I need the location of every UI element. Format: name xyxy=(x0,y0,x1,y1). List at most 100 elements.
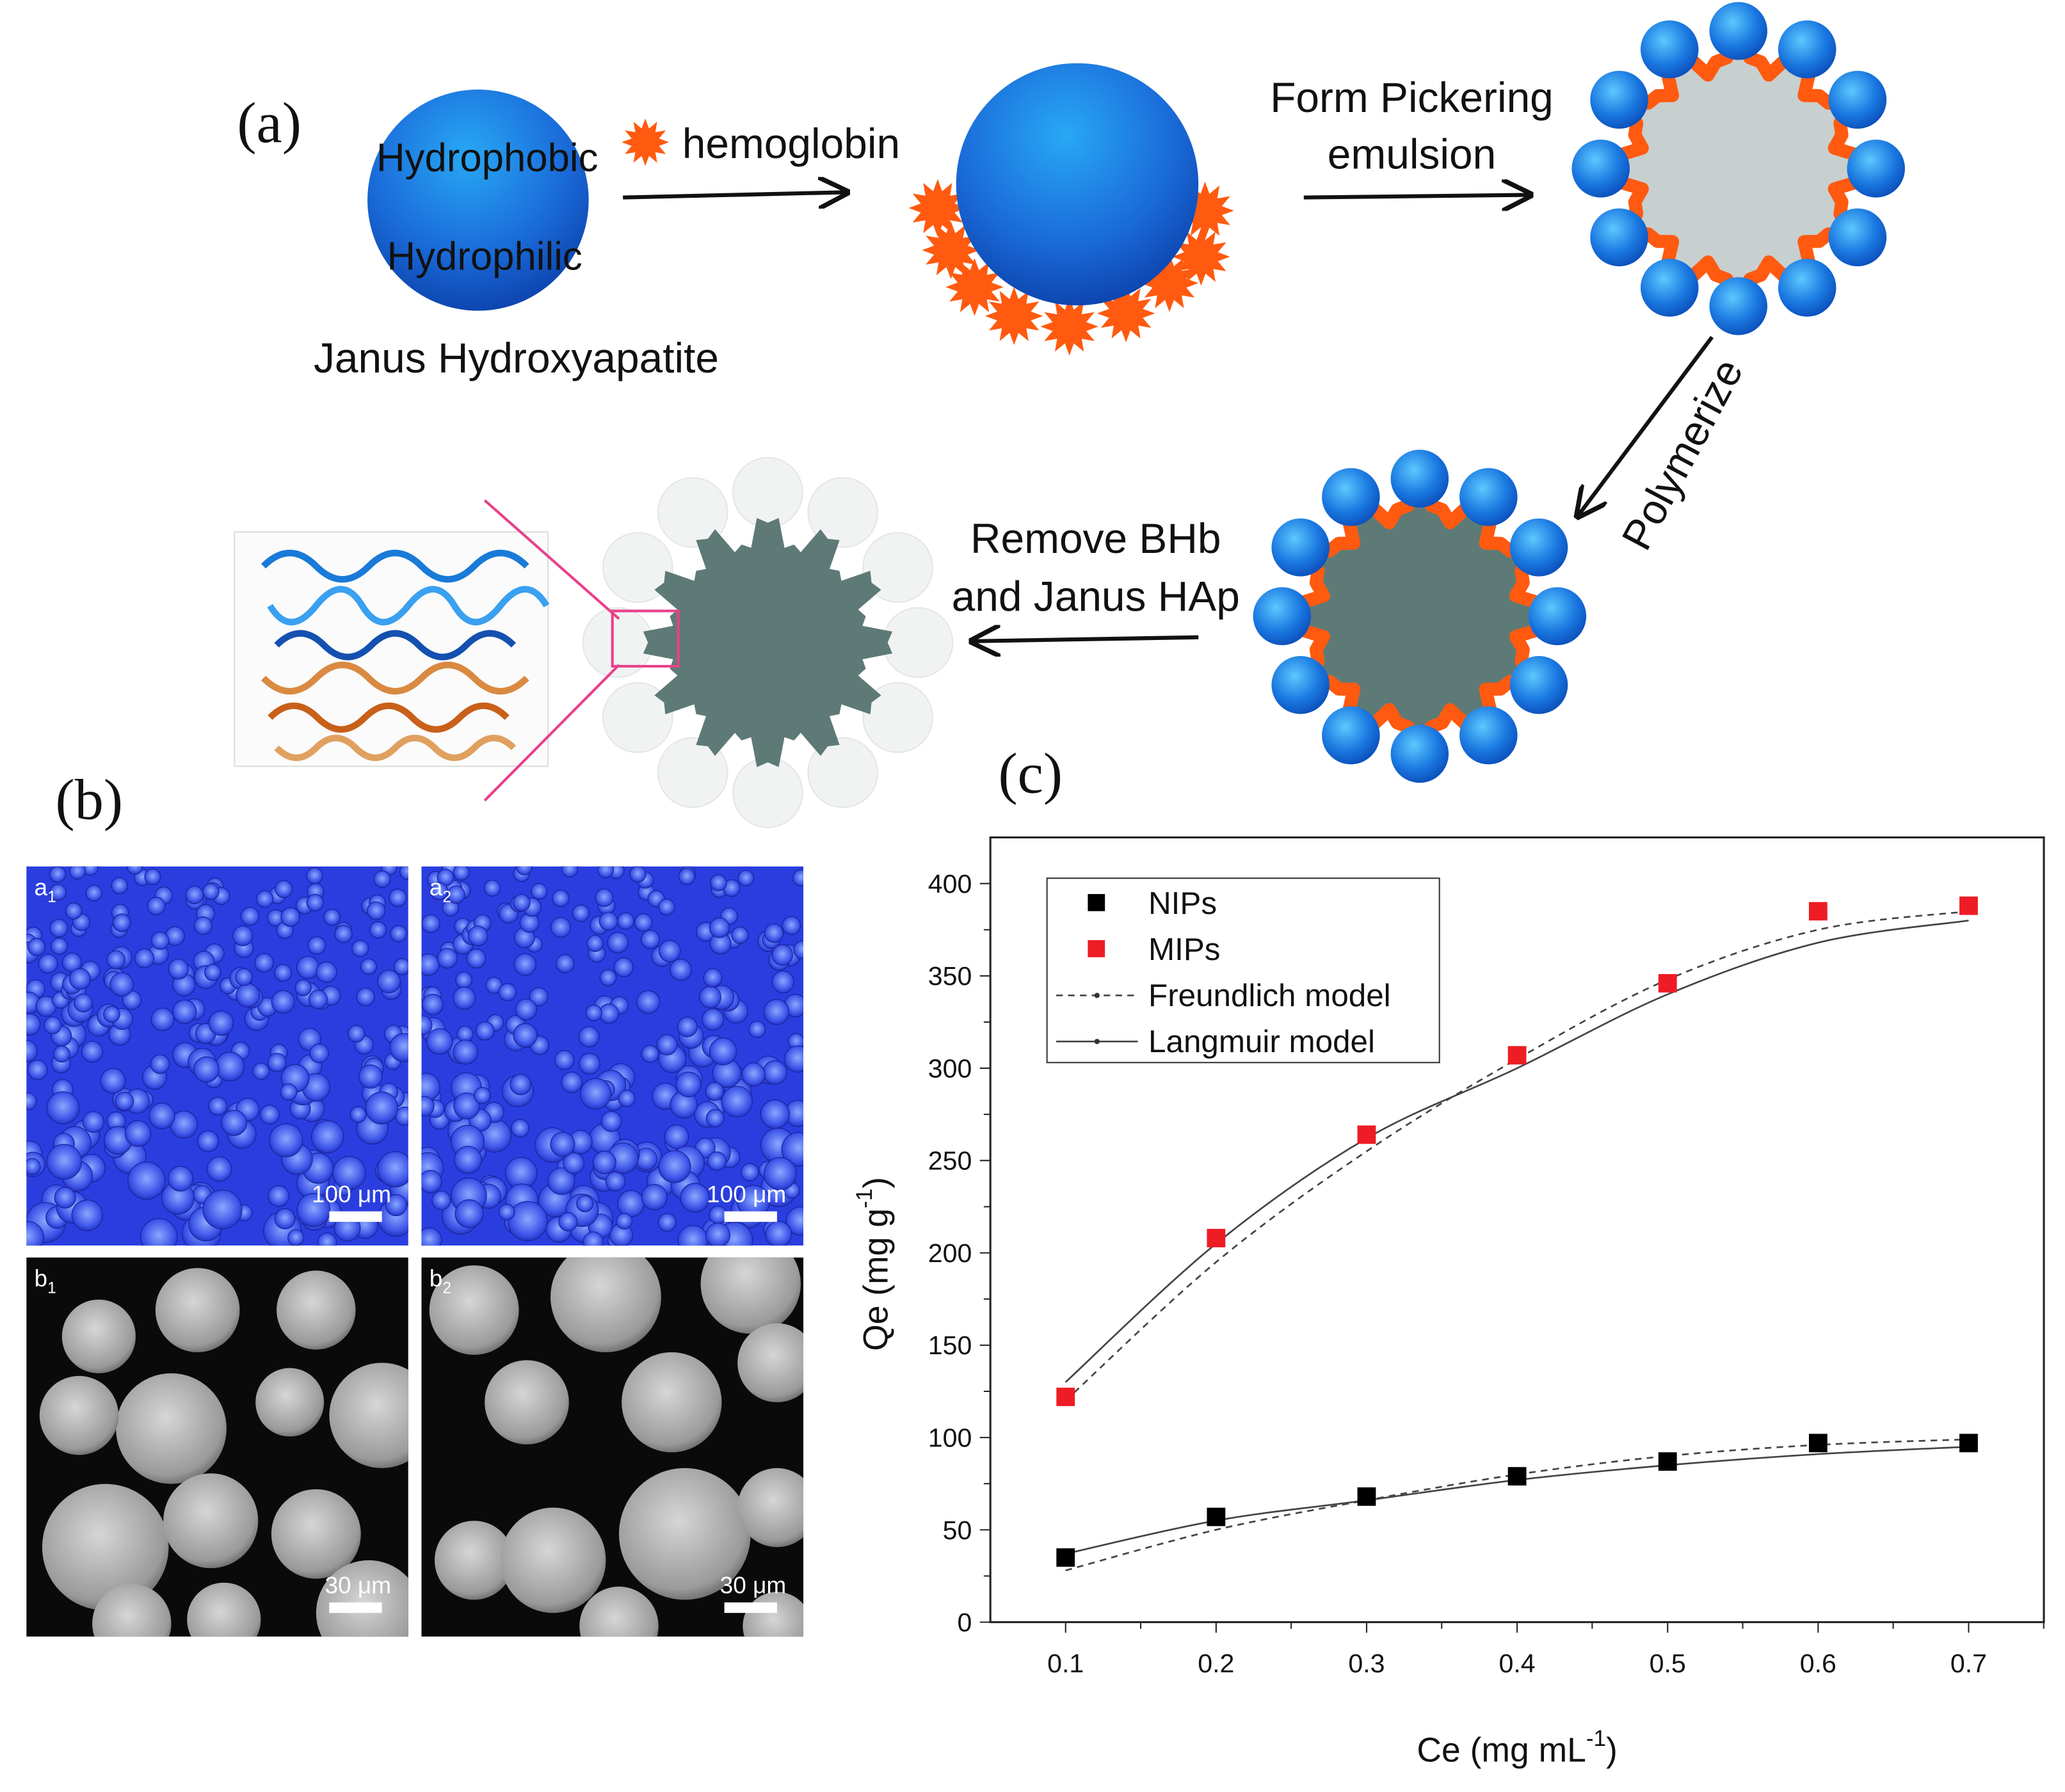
y-tick-label: 250 xyxy=(928,1146,972,1176)
hemoglobin-star xyxy=(984,287,1043,346)
scale-bar-label: 30 μm xyxy=(325,1571,391,1598)
microsphere xyxy=(61,1299,136,1373)
legend-label: NIPs xyxy=(1148,886,1217,921)
microsphere xyxy=(116,1373,227,1484)
microsphere xyxy=(500,1507,606,1613)
x-tick-label: 0.5 xyxy=(1650,1649,1686,1678)
nips-point xyxy=(1658,1452,1677,1471)
polymerized-particle xyxy=(1253,449,1587,783)
isotherm-chart: 0.1 0.2 0.3 0.4 0.5 0.6 0.7 0 50 100 150 200 250 300 3… xyxy=(852,836,2045,1770)
janus-particle xyxy=(367,89,589,311)
hap-bead xyxy=(1590,70,1648,129)
microsphere xyxy=(316,1560,408,1637)
microsphere xyxy=(271,1489,361,1579)
nips-point xyxy=(1808,1434,1828,1453)
y-axis-label: Qe (mg g-1) xyxy=(852,1177,896,1351)
arrow-3 xyxy=(1578,335,1714,516)
y-tick-label: 350 xyxy=(928,961,972,991)
imprint-cavity xyxy=(862,532,933,604)
hemoglobin-star xyxy=(1176,181,1234,240)
mip-core xyxy=(643,518,893,767)
hemoglobin-star xyxy=(922,221,980,280)
pickering-emulsion-droplet xyxy=(1571,2,1905,335)
hemoglobin-star-icon xyxy=(622,118,670,166)
y-tick-label: 100 xyxy=(928,1423,972,1453)
panel-a-label: (a) xyxy=(237,90,301,155)
hap-bead xyxy=(1571,140,1630,198)
microsphere xyxy=(277,1270,356,1350)
mips-point xyxy=(1808,902,1828,921)
arrow-1 xyxy=(623,192,847,197)
hap-bead xyxy=(1459,706,1518,765)
hap-bead xyxy=(1847,140,1905,198)
x-tick-label: 0.6 xyxy=(1800,1649,1836,1678)
step-hemoglobin-label: hemoglobin xyxy=(682,120,900,167)
hap-bead xyxy=(1390,724,1449,783)
scale-bar xyxy=(724,1602,777,1613)
scale-bar-label: 100 μm xyxy=(707,1180,786,1207)
hap-bead xyxy=(1778,20,1836,79)
hemoglobin-coating xyxy=(908,179,1234,356)
mips-point xyxy=(1056,1388,1075,1407)
microsphere xyxy=(163,1473,259,1569)
hap-bead xyxy=(1709,2,1767,60)
nips-point xyxy=(1507,1467,1527,1486)
step-pickering-line2: emulsion xyxy=(1328,130,1496,177)
hap-bead xyxy=(1253,587,1312,646)
nips-point xyxy=(1056,1548,1075,1567)
imprint-cavity xyxy=(862,682,933,753)
step-remove-line2: and Janus HAp xyxy=(952,573,1240,620)
y-tick-label: 400 xyxy=(928,869,972,899)
mips-point xyxy=(1207,1229,1226,1247)
microsphere xyxy=(92,1583,172,1637)
zoom-line-top xyxy=(483,499,620,620)
imprint-cavity xyxy=(807,477,879,548)
scale-bar xyxy=(329,1602,382,1613)
scale-bar-label: 30 μm xyxy=(720,1571,787,1598)
hap-bead xyxy=(1640,20,1699,79)
janus-name-label: Janus Hydroxyapatite xyxy=(314,334,719,381)
janus-with-hemoglobin xyxy=(956,63,1199,306)
hemoglobin-star xyxy=(908,179,967,237)
imprint-cavity xyxy=(657,737,728,808)
legend-label: Langmuir model xyxy=(1148,1024,1375,1059)
scale-bar-label: 100 μm xyxy=(312,1180,391,1207)
hap-bead xyxy=(1322,468,1380,526)
imprint-cavity xyxy=(807,737,879,808)
x-tick-label: 0.7 xyxy=(1950,1649,1987,1678)
mips-point xyxy=(1357,1125,1376,1144)
hap-bead xyxy=(1390,449,1449,508)
arrow-2 xyxy=(1303,195,1531,197)
imprint-highlight-box xyxy=(611,609,680,668)
hap-bead xyxy=(1509,518,1568,577)
legend: NIPs MIPs Freundlich model Langmuir model xyxy=(1046,877,1440,1064)
imprint-cavity xyxy=(882,607,954,678)
microsphere xyxy=(39,1375,119,1455)
microsphere xyxy=(622,1352,722,1453)
step-polymerize-label: Polymerize xyxy=(1612,351,1752,557)
hemoglobin-structure-image xyxy=(234,531,550,767)
microsphere xyxy=(737,1468,804,1548)
hap-bead xyxy=(1778,259,1836,317)
panel-b-label: (b) xyxy=(55,767,123,832)
hap-bead xyxy=(1322,706,1380,765)
imprint-cavity xyxy=(657,477,728,548)
hydrophilic-label: Hydrophilic xyxy=(387,235,583,279)
panel-c: (c) 0.1 0.2 0.3 0.4 0.5 0.6 0.7 0 50 100 150 200 250… xyxy=(852,741,2045,1770)
y-tick-label: 50 xyxy=(943,1516,972,1545)
imprint-cavity xyxy=(602,532,673,604)
hemoglobin-star xyxy=(622,118,670,166)
imprinted-particle xyxy=(582,457,954,828)
legend-label: MIPs xyxy=(1148,932,1220,967)
imprint-cavity xyxy=(602,682,673,753)
hemoglobin-star xyxy=(1097,284,1155,342)
hap-bead xyxy=(1828,70,1887,129)
step-pickering-line1: Form Pickering xyxy=(1270,74,1554,121)
panel-a: (a) Hydrophobic Hydrophilic Janus Hydrox… xyxy=(234,2,1905,828)
hap-bead xyxy=(1271,656,1330,714)
